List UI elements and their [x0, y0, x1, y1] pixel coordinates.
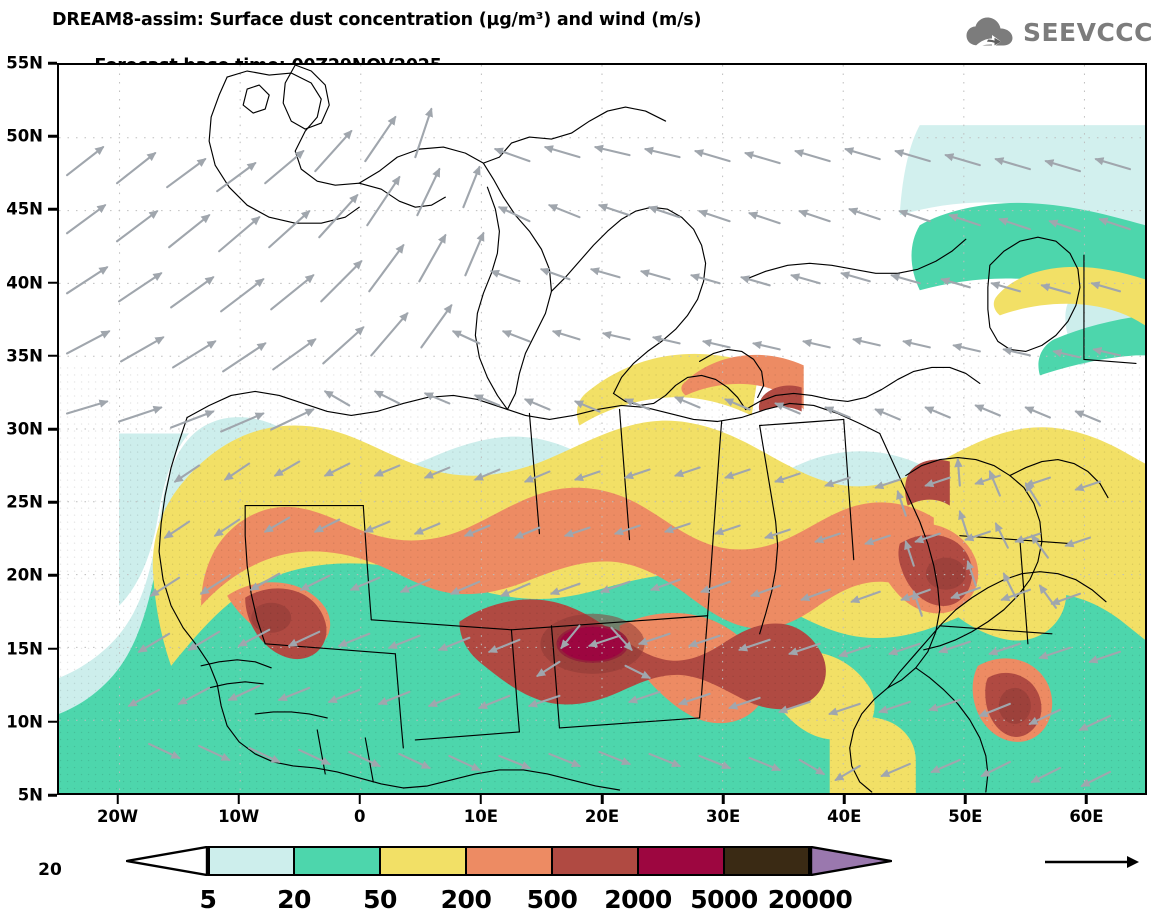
colorbar-under-arrow	[126, 846, 208, 876]
colorbar-cell	[724, 846, 810, 876]
longitude-tick	[721, 795, 725, 804]
wind-scale-value: 20	[38, 860, 62, 880]
longitude-tick-label: 10W	[218, 807, 260, 826]
colorbar-over-arrow	[810, 846, 892, 876]
colorbar-label: 2000	[604, 885, 672, 914]
longitude-tick-label: 30E	[705, 807, 741, 826]
colorbar-cells	[208, 846, 810, 876]
colorbar-bar: 5 20 50 200 500 2000 5000 20000	[126, 846, 892, 914]
colorbar-cell	[208, 846, 294, 876]
longitude-tick-label: 20E	[584, 807, 620, 826]
longitude-tick-label: 40E	[827, 807, 862, 826]
header: DREAM8-assim: Surface dust concentration…	[0, 0, 1165, 122]
colorbar-cell	[638, 846, 724, 876]
colorbar-cell	[294, 846, 380, 876]
longitude-tick	[237, 795, 240, 804]
latitude-tick-label: 55N	[6, 53, 43, 73]
page-title: DREAM8-assim: Surface dust concentration…	[52, 10, 702, 30]
longitude-tick	[842, 795, 846, 804]
latitude-tick	[48, 500, 57, 504]
longitude-tick	[479, 795, 483, 804]
colorbar-label: 20000	[767, 885, 853, 914]
latitude-tick	[48, 208, 57, 211]
latitude-tick-label: 25N	[6, 492, 43, 512]
latitude-tick-label: 30N	[6, 419, 43, 439]
latitude-tick-label: 35N	[6, 346, 43, 366]
longitude-tick	[600, 795, 604, 804]
dust-contour-fill	[59, 125, 1145, 793]
latitude-tick-label: 20N	[6, 565, 43, 585]
cloud-arrow-icon	[964, 15, 1016, 49]
latitude-tick-label: 15N	[6, 639, 43, 659]
longitude-tick-label: 50E	[948, 807, 983, 826]
latitude-tick	[48, 647, 57, 650]
colorbar-cell	[466, 846, 552, 876]
seevccc-logo: SEEVCCC	[964, 14, 1153, 50]
dust-concentration-map	[59, 65, 1145, 793]
latitude-tick	[48, 281, 57, 284]
latitude-axis: 5N 10N 15N 20N 25N 30N 35N 40N 45N 50N 55N	[0, 0, 57, 907]
longitude-tick	[116, 795, 119, 804]
latitude-tick	[48, 427, 57, 431]
longitude-tick-label: 0	[354, 807, 366, 826]
longitude-tick-label: 10E	[463, 807, 498, 826]
colorbar-label: 200	[440, 885, 492, 914]
map-plot-area	[57, 63, 1147, 795]
wind-scale-key	[1045, 856, 1139, 868]
longitude-tick	[1085, 795, 1088, 804]
longitude-tick-label: 60E	[1069, 807, 1104, 826]
latitude-tick	[48, 61, 57, 65]
latitude-tick	[48, 134, 57, 138]
colorbar-label: 5000	[690, 885, 758, 914]
longitude-tick	[964, 795, 967, 804]
latitude-tick	[48, 793, 57, 797]
latitude-tick	[48, 354, 57, 358]
colorbar: 5 20 50 200 500 2000 5000 20000 20	[0, 838, 1165, 914]
longitude-tick-label: 20W	[96, 807, 139, 826]
latitude-tick-label: 10N	[6, 712, 43, 732]
logo-text: SEEVCCC	[1022, 17, 1153, 47]
longitude-tick	[358, 795, 362, 804]
colorbar-cell	[552, 846, 638, 876]
colorbar-label: 20	[277, 885, 311, 914]
latitude-tick-label: 45N	[6, 199, 43, 219]
wind-vector-field	[65, 107, 1132, 788]
latitude-tick-label: 5N	[17, 785, 43, 805]
longitude-axis: 20W 10W 0 10E 20E 30E 40E 50E 60E	[0, 795, 1165, 835]
latitude-tick	[48, 574, 57, 577]
colorbar-label: 5	[199, 885, 217, 914]
latitude-tick-label: 50N	[6, 126, 43, 146]
latitude-tick-label: 40N	[6, 273, 43, 293]
latitude-tick	[48, 720, 57, 724]
colorbar-label: 500	[526, 885, 578, 914]
colorbar-cell	[380, 846, 466, 876]
colorbar-label: 50	[363, 885, 397, 914]
